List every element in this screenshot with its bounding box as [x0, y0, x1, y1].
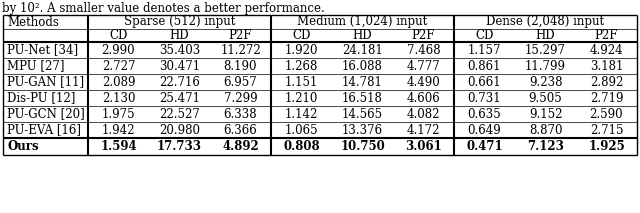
Text: 1.942: 1.942: [102, 124, 135, 137]
Text: 1.142: 1.142: [285, 108, 318, 121]
Text: 1.151: 1.151: [285, 75, 318, 88]
Text: 4.606: 4.606: [406, 92, 440, 105]
Text: 2.990: 2.990: [102, 43, 135, 56]
Text: Methods: Methods: [7, 16, 59, 29]
Text: Ours: Ours: [7, 140, 38, 153]
Text: 0.861: 0.861: [468, 59, 501, 72]
Text: 14.565: 14.565: [342, 108, 383, 121]
Text: 1.065: 1.065: [285, 124, 318, 137]
Text: 1.975: 1.975: [102, 108, 135, 121]
Text: 9.505: 9.505: [529, 92, 563, 105]
Text: P2F: P2F: [595, 29, 618, 42]
Text: 2.130: 2.130: [102, 92, 135, 105]
Text: 2.892: 2.892: [590, 75, 623, 88]
Text: 11.799: 11.799: [525, 59, 566, 72]
Text: PU-GAN [11]: PU-GAN [11]: [7, 75, 84, 88]
Text: 35.403: 35.403: [159, 43, 200, 56]
Text: 4.924: 4.924: [589, 43, 623, 56]
Text: 15.297: 15.297: [525, 43, 566, 56]
Text: 1.920: 1.920: [285, 43, 318, 56]
Text: 6.366: 6.366: [223, 124, 257, 137]
Text: 16.088: 16.088: [342, 59, 383, 72]
Text: 1.594: 1.594: [100, 140, 137, 153]
Text: 9.238: 9.238: [529, 75, 563, 88]
Text: 14.781: 14.781: [342, 75, 383, 88]
Text: CD: CD: [476, 29, 493, 42]
Text: 6.338: 6.338: [224, 108, 257, 121]
Text: CD: CD: [109, 29, 128, 42]
Text: 1.268: 1.268: [285, 59, 318, 72]
Text: 25.471: 25.471: [159, 92, 200, 105]
Text: 1.210: 1.210: [285, 92, 318, 105]
Text: P2F: P2F: [412, 29, 435, 42]
Text: 1.157: 1.157: [468, 43, 501, 56]
Text: Dense (2,048) input: Dense (2,048) input: [486, 16, 605, 29]
Text: 1.925: 1.925: [588, 140, 625, 153]
Text: 4.172: 4.172: [407, 124, 440, 137]
Text: 4.892: 4.892: [222, 140, 259, 153]
Text: 0.471: 0.471: [466, 140, 503, 153]
Text: HD: HD: [536, 29, 556, 42]
Text: 9.152: 9.152: [529, 108, 563, 121]
Text: 7.123: 7.123: [527, 140, 564, 153]
Text: 10.750: 10.750: [340, 140, 385, 153]
Text: 20.980: 20.980: [159, 124, 200, 137]
Text: by 10². A smaller value denotes a better performance.: by 10². A smaller value denotes a better…: [2, 2, 324, 15]
Text: 4.777: 4.777: [406, 59, 440, 72]
Text: 30.471: 30.471: [159, 59, 200, 72]
Text: 2.089: 2.089: [102, 75, 135, 88]
Text: 0.808: 0.808: [283, 140, 320, 153]
Text: 0.635: 0.635: [468, 108, 501, 121]
Text: PU-Net [34]: PU-Net [34]: [7, 43, 78, 56]
Text: 22.527: 22.527: [159, 108, 200, 121]
Text: Dis-PU [12]: Dis-PU [12]: [7, 92, 76, 105]
Text: HD: HD: [170, 29, 189, 42]
Text: 8.870: 8.870: [529, 124, 563, 137]
Text: 7.468: 7.468: [406, 43, 440, 56]
Text: 3.181: 3.181: [590, 59, 623, 72]
Text: HD: HD: [353, 29, 372, 42]
Text: MPU [27]: MPU [27]: [7, 59, 65, 72]
Text: 2.590: 2.590: [589, 108, 623, 121]
Text: 22.716: 22.716: [159, 75, 200, 88]
Text: Medium (1,024) input: Medium (1,024) input: [298, 16, 428, 29]
Text: 17.733: 17.733: [157, 140, 202, 153]
Text: 7.299: 7.299: [224, 92, 257, 105]
Text: 11.272: 11.272: [220, 43, 261, 56]
Text: 4.082: 4.082: [407, 108, 440, 121]
Text: Sparse (512) input: Sparse (512) input: [124, 16, 235, 29]
Text: 24.181: 24.181: [342, 43, 383, 56]
Text: 6.957: 6.957: [223, 75, 257, 88]
Text: 4.490: 4.490: [406, 75, 440, 88]
Text: PU-EVA [16]: PU-EVA [16]: [7, 124, 81, 137]
Text: 8.190: 8.190: [224, 59, 257, 72]
Text: 2.715: 2.715: [589, 124, 623, 137]
Text: P2F: P2F: [228, 29, 252, 42]
Text: 2.727: 2.727: [102, 59, 135, 72]
Text: 13.376: 13.376: [342, 124, 383, 137]
Text: 2.719: 2.719: [589, 92, 623, 105]
Text: 0.649: 0.649: [468, 124, 501, 137]
Text: CD: CD: [292, 29, 310, 42]
Text: 16.518: 16.518: [342, 92, 383, 105]
Text: 0.731: 0.731: [468, 92, 501, 105]
Text: PU-GCN [20]: PU-GCN [20]: [7, 108, 84, 121]
Text: 3.061: 3.061: [405, 140, 442, 153]
Text: 0.661: 0.661: [468, 75, 501, 88]
